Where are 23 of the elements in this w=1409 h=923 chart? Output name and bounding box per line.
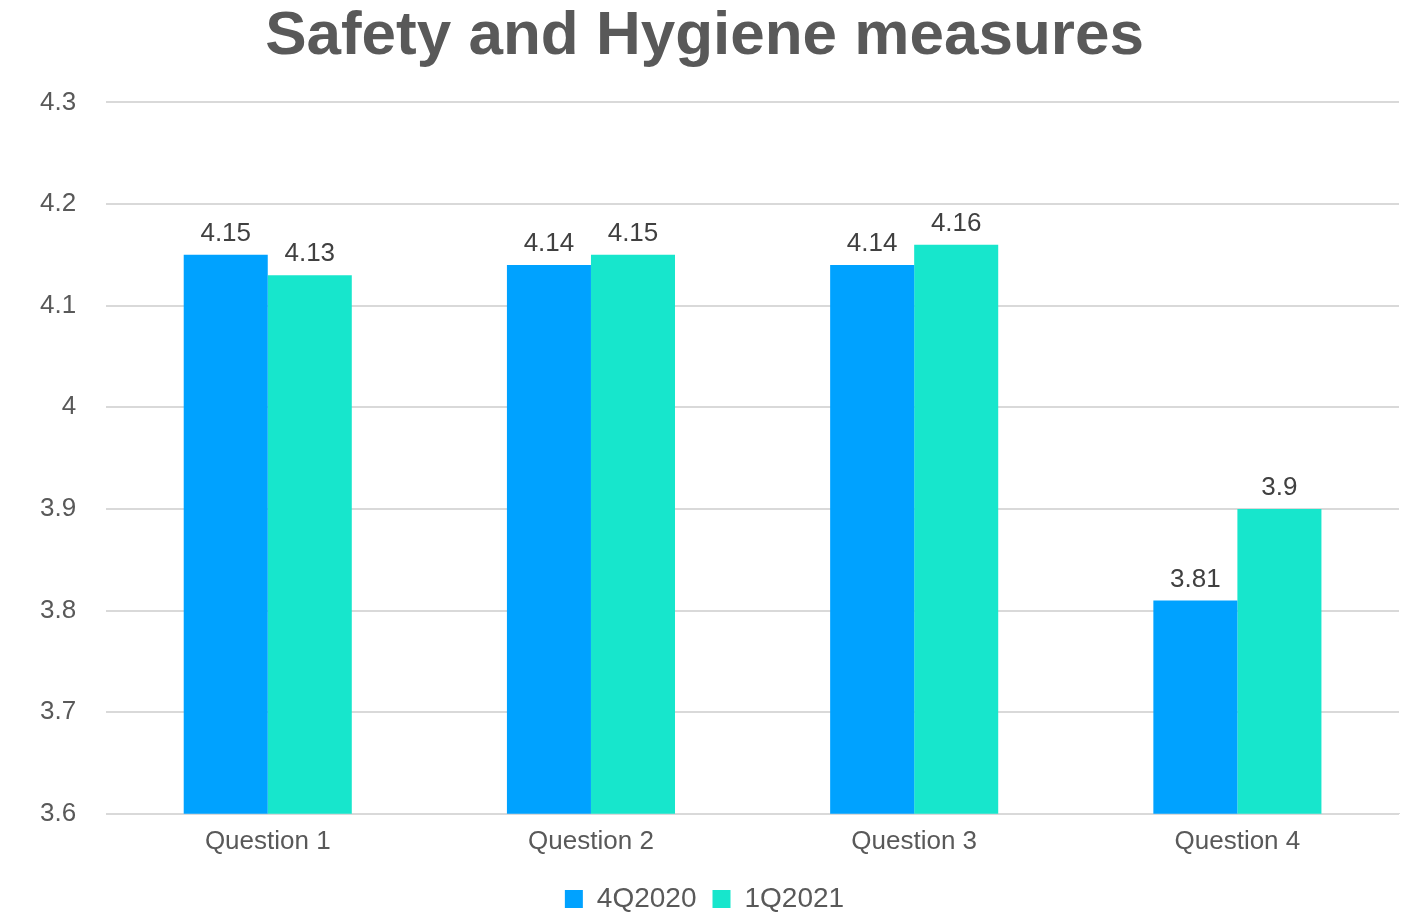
y-tick-label: 3.6 (39, 796, 77, 827)
x-tick-label: Question 4 (1174, 824, 1301, 855)
data-label: 4.14 (846, 227, 898, 258)
x-tick-label: Question 1 (204, 824, 331, 855)
data-label: 4.15 (200, 217, 252, 248)
y-tick-label: 3.8 (39, 593, 77, 624)
y-tick-label: 4.2 (39, 187, 77, 218)
legend-label: 1Q2021 (744, 881, 845, 913)
y-tick-label: 3.9 (39, 492, 77, 523)
chart-title: Safety and Hygiene measures (265, 0, 1144, 68)
y-tick-label: 4 (61, 390, 77, 421)
legend-label: 4Q2020 (596, 881, 697, 913)
data-label: 4.16 (930, 206, 982, 237)
data-label: 3.81 (1170, 562, 1221, 593)
data-label: 4.15 (607, 217, 659, 248)
x-tick-label: Question 3 (851, 824, 978, 855)
y-tick-label: 3.7 (39, 695, 77, 726)
y-tick-label: 4.1 (39, 288, 77, 319)
data-label: 4.13 (284, 237, 336, 268)
data-label: 3.9 (1261, 471, 1298, 502)
y-tick-label: 4.3 (39, 85, 77, 116)
x-tick-label: Question 2 (528, 824, 654, 855)
data-label: 4.14 (523, 227, 575, 258)
